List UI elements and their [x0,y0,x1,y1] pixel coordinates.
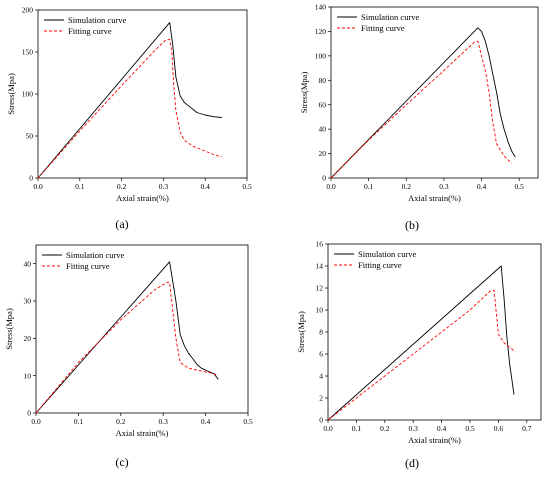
plot-frame [35,244,249,414]
x-tick-label: 0.2 [117,182,127,191]
x-tick-label: 0.3 [159,182,169,191]
x-axis-label: Axial strain(%) [116,193,169,203]
y-tick-label: 0 [29,174,33,183]
y-tick-label: 200 [22,6,34,15]
x-axis-label: Axial strain(%) [116,428,169,438]
x-tick-label: 0.4 [201,417,211,426]
chart-panel-1: 0.0 0.1 0.2 0.3 0.4 0.5 0 50 100 150 200 Axial stra… [6,6,252,231]
y-axis-label: Stress(Mpa) [296,311,306,353]
fitting-curve-line [37,38,223,179]
x-tick-label: 0.3 [409,424,419,433]
y-tick-label: 0 [319,416,323,425]
y-tick-label: 6 [319,350,323,359]
panel-caption: (b) [405,218,419,232]
x-tick-label: 0.1 [74,417,84,426]
y-tick-label: 14 [316,262,324,271]
legend-simulation-label: Simulation curve [358,249,417,259]
panel-caption: (c) [115,455,128,469]
panel-caption: (d) [405,456,419,470]
x-tick-label: 0.5 [242,182,252,191]
y-tick-label: 20 [24,334,32,343]
y-tick-label: 4 [319,372,323,381]
simulation-curve-line [35,261,219,414]
y-axis-label: Stress(Mpa) [4,308,14,350]
y-tick-label: 2 [319,394,323,403]
x-tick-label: 0.7 [522,424,532,433]
y-tick-label: 0 [322,174,326,183]
y-tick-label: 80 [319,76,327,85]
x-tick-label: 0.3 [159,417,169,426]
x-axis-label: Axial strain(%) [408,193,461,203]
legend-simulation-label: Simulation curve [68,15,127,25]
panel-caption: (a) [115,217,128,231]
fitting-curve-line [327,289,516,421]
x-tick-label: 0.4 [437,424,447,433]
y-axis-label: Stress(Mpa) [299,72,309,114]
x-tick-label: 0.0 [323,424,333,433]
y-tick-label: 20 [319,149,327,158]
x-tick-label: 0.3 [439,182,449,191]
y-tick-label: 10 [316,306,324,315]
chart-panel-3: 0.0 0.1 0.2 0.3 0.4 0.5 0 10 20 30 40 Axial strain(… [4,244,253,469]
y-tick-label: 140 [315,3,327,12]
y-tick-label: 150 [22,48,34,57]
chart-panel-2: 0.0 0.1 0.2 0.3 0.4 0.5 0 20 40 60 80 100 120 140 Axia… [299,3,539,232]
y-tick-label: 50 [26,132,34,141]
y-tick-label: 40 [24,259,32,268]
x-tick-label: 0.5 [243,417,253,426]
y-tick-label: 10 [24,371,32,380]
y-tick-label: 40 [319,125,327,134]
x-tick-label: 0.1 [352,424,362,433]
y-tick-label: 0 [27,409,31,418]
chart-panel-4: 0.0 0.1 0.2 0.3 0.4 0.5 0.6 0.7 0 2 4 6 8 10 12 14 16 Axi… [296,240,542,470]
x-tick-label: 0.1 [364,182,374,191]
simulation-curve-line [327,265,515,421]
x-tick-label: 0.0 [31,417,41,426]
x-tick-label: 0.4 [201,182,211,191]
x-tick-label: 0.0 [326,182,336,191]
x-tick-label: 0.2 [116,417,126,426]
legend-simulation-label: Simulation curve [66,250,125,260]
y-tick-label: 8 [319,328,323,337]
legend-simulation-label: Simulation curve [361,12,420,22]
fitting-curve-line [35,281,219,414]
legend-fitting-label: Fitting curve [68,26,112,36]
x-tick-label: 0.6 [494,424,504,433]
legend-fitting-label: Fitting curve [66,261,110,271]
legend-fitting-label: Fitting curve [358,260,402,270]
y-tick-label: 12 [316,284,324,293]
fitting-curve-line [330,40,513,179]
y-tick-label: 16 [316,240,324,249]
simulation-curve-line [37,22,222,179]
x-axis-label: Axial strain(%) [408,435,461,445]
plot-frame [330,6,539,179]
x-tick-label: 0.4 [477,182,487,191]
plot-frame [327,243,542,421]
y-tick-label: 100 [315,51,327,60]
simulation-curve-line [330,27,516,179]
y-tick-label: 60 [319,100,327,109]
x-tick-label: 0.2 [380,424,390,433]
y-tick-label: 100 [22,90,34,99]
y-axis-label: Stress(Mpa) [6,73,16,115]
x-tick-label: 0.2 [402,182,412,191]
y-tick-label: 120 [315,27,327,36]
x-tick-label: 0.1 [75,182,85,191]
x-tick-label: 0.5 [514,182,524,191]
legend-fitting-label: Fitting curve [361,23,405,33]
x-tick-label: 0.5 [465,424,475,433]
y-tick-label: 30 [24,297,32,306]
x-tick-label: 0.0 [33,182,43,191]
